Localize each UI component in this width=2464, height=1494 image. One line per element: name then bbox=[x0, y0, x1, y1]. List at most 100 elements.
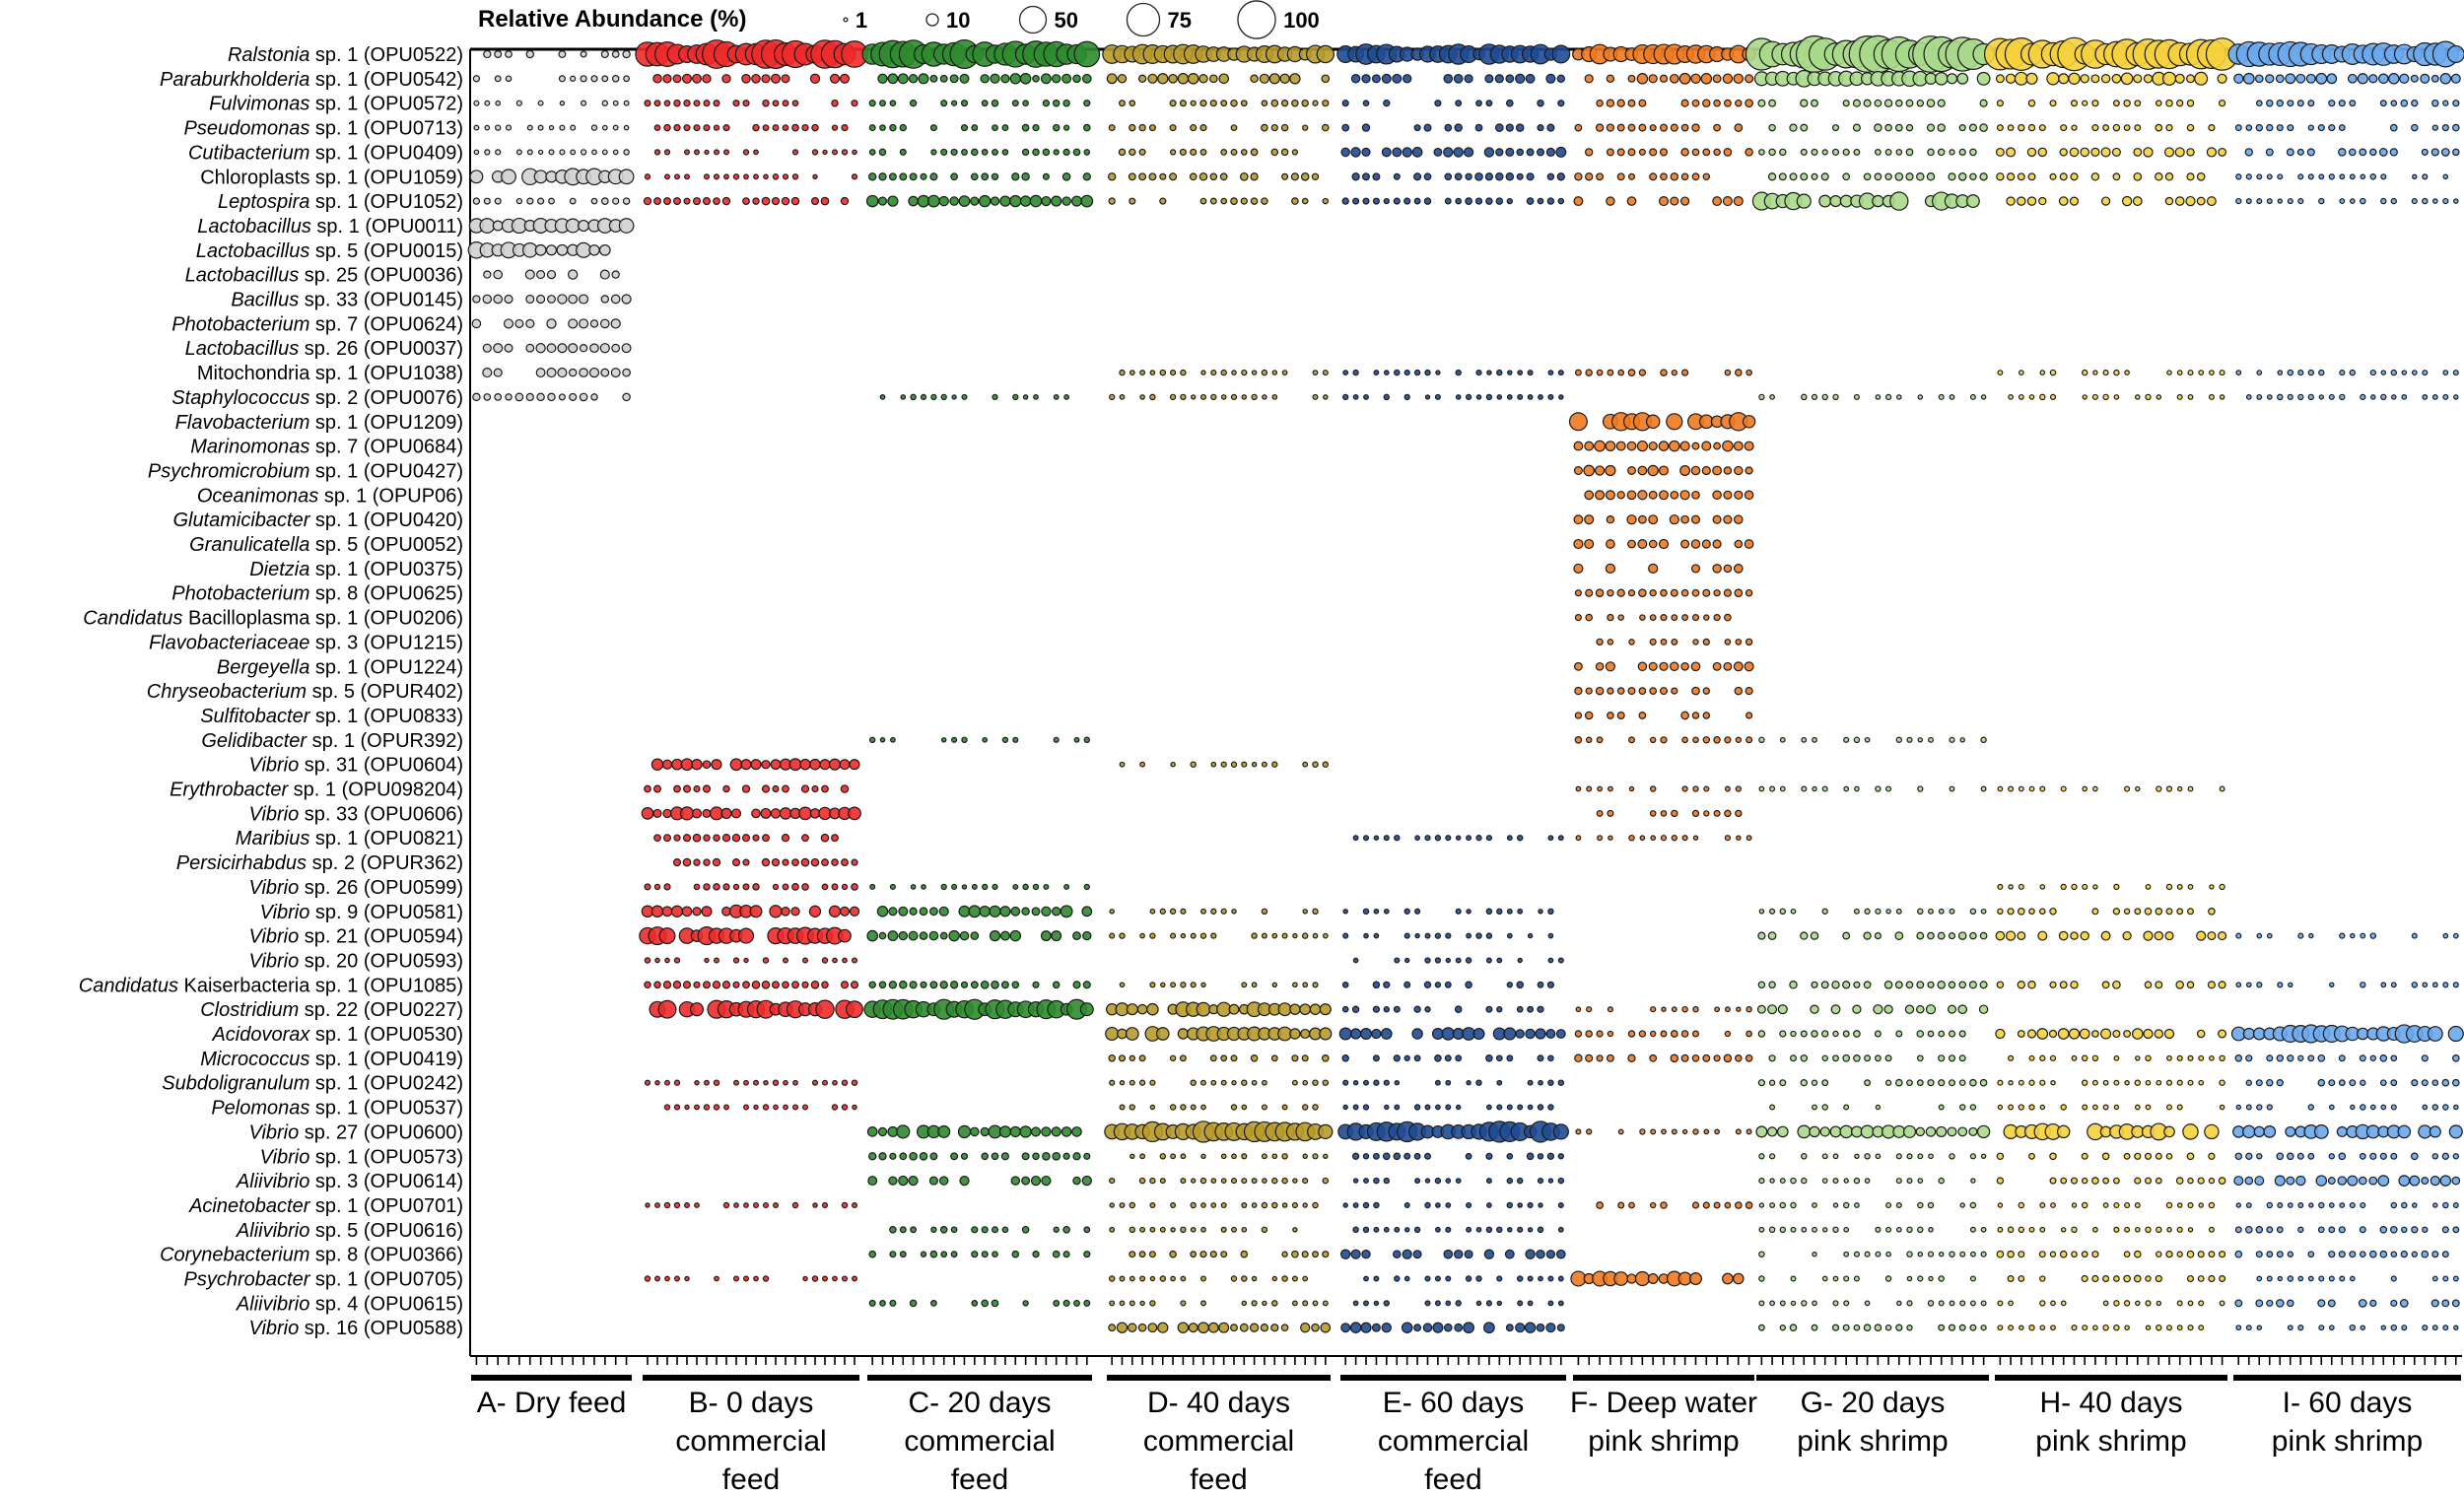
bubble-E bbox=[1505, 172, 1515, 181]
bubble-B bbox=[691, 759, 703, 771]
bubble-A bbox=[569, 392, 578, 401]
bubble-H bbox=[2102, 1300, 2109, 1307]
bubble-I bbox=[2368, 1176, 2378, 1186]
bubble-H bbox=[2092, 1324, 2098, 1331]
bubble-F bbox=[1701, 441, 1712, 451]
bubble-C bbox=[890, 736, 896, 743]
bubble-A bbox=[548, 197, 555, 205]
bubble-B bbox=[713, 834, 720, 842]
bubble-E bbox=[1403, 957, 1410, 964]
bubble-I bbox=[2380, 393, 2387, 401]
bubble-H bbox=[2008, 1079, 2014, 1086]
bubble-H bbox=[2101, 1152, 2110, 1161]
bubble-B bbox=[811, 149, 819, 156]
bubble-D bbox=[1219, 172, 1228, 181]
bubble-E bbox=[1506, 1104, 1513, 1111]
bubble-D bbox=[1209, 197, 1217, 205]
bubble-F bbox=[1573, 196, 1584, 207]
bubble-D bbox=[1230, 99, 1238, 107]
bubble-H bbox=[2018, 370, 2024, 375]
bubble-E bbox=[1434, 957, 1442, 964]
bubble-G bbox=[1904, 1004, 1915, 1014]
bubble-H bbox=[2071, 124, 2078, 131]
bubble-E bbox=[1352, 1202, 1359, 1208]
bubble-G bbox=[1757, 99, 1766, 107]
bubble-I bbox=[2422, 197, 2429, 205]
bubble-I bbox=[2255, 1299, 2264, 1308]
bubble-E bbox=[1444, 172, 1453, 181]
bubble-D bbox=[1149, 393, 1156, 401]
bubble-G bbox=[1832, 1054, 1839, 1062]
bubble-A bbox=[525, 49, 535, 59]
bubble-I bbox=[2369, 148, 2377, 157]
bubble-E bbox=[1444, 197, 1452, 205]
bubble-F bbox=[1681, 785, 1688, 792]
bubble-I bbox=[2420, 73, 2430, 84]
bubble-I bbox=[2235, 1324, 2242, 1331]
bubble-G bbox=[1906, 736, 1913, 743]
bubble-G bbox=[1800, 172, 1809, 181]
bubble-E bbox=[1503, 1027, 1517, 1041]
bubble-G bbox=[1800, 148, 1808, 156]
bubble-F bbox=[1627, 589, 1636, 597]
bubble-G bbox=[1843, 1275, 1850, 1282]
bubble-D bbox=[1289, 1003, 1301, 1015]
bubble-E bbox=[1360, 1028, 1372, 1040]
bubble-I bbox=[2447, 1025, 2464, 1043]
bubble-I bbox=[2359, 1152, 2366, 1160]
bubble-H bbox=[2113, 1275, 2120, 1282]
bubble-B bbox=[704, 1079, 710, 1086]
bubble-I bbox=[2327, 1177, 2336, 1186]
bubble-B bbox=[664, 1275, 670, 1282]
bubble-F bbox=[1702, 638, 1710, 646]
bubble-I bbox=[2442, 173, 2449, 180]
bubble-C bbox=[940, 737, 947, 743]
bubble-C bbox=[1009, 1125, 1021, 1138]
bubble-A bbox=[492, 220, 504, 232]
taxon-label: Lactobacillus sp. 1 (OPU0011) bbox=[197, 216, 463, 238]
bubble-F bbox=[1585, 736, 1593, 744]
bubble-E bbox=[1454, 1323, 1464, 1332]
bubble-F bbox=[1745, 148, 1753, 157]
bubble-G bbox=[1864, 1178, 1871, 1184]
bubble-C bbox=[1041, 195, 1052, 207]
bubble-E bbox=[1455, 197, 1463, 205]
bubble-D bbox=[1281, 370, 1288, 375]
bubble-G bbox=[1956, 72, 1969, 85]
bubble-F bbox=[1658, 538, 1670, 550]
bubble-I bbox=[2256, 370, 2263, 375]
bubble-F bbox=[1701, 539, 1711, 549]
bubble-G bbox=[1968, 1126, 1978, 1136]
bubble-E bbox=[1371, 74, 1381, 84]
bubble-I bbox=[2256, 173, 2263, 180]
bubble-F bbox=[1574, 1030, 1583, 1038]
bubble-H bbox=[2102, 1177, 2109, 1185]
bubble-E bbox=[1547, 957, 1554, 964]
bubble-D bbox=[1318, 1123, 1334, 1140]
bubble-H bbox=[2145, 1226, 2152, 1234]
bubble-D bbox=[1241, 761, 1248, 768]
bubble-I bbox=[2380, 1324, 2387, 1330]
bubble-F bbox=[1638, 99, 1647, 107]
bubble-D bbox=[1107, 172, 1117, 181]
bubble-G bbox=[1916, 172, 1925, 181]
bubble-D bbox=[1230, 124, 1238, 131]
bubble-G bbox=[1789, 1054, 1797, 1062]
bubble-H bbox=[2187, 1201, 2194, 1209]
bubble-I bbox=[2276, 1299, 2285, 1308]
bubble-I bbox=[2339, 1202, 2346, 1208]
bubble-I bbox=[2336, 1125, 2348, 1137]
bubble-H bbox=[2102, 1079, 2109, 1086]
bubble-I bbox=[2431, 1079, 2439, 1087]
bubble-C bbox=[971, 1226, 979, 1234]
bubble-I bbox=[2276, 1054, 2285, 1062]
bubble-G bbox=[1800, 1079, 1808, 1087]
bubble-B bbox=[791, 123, 799, 132]
bubble-D bbox=[1281, 932, 1288, 939]
bubble-G bbox=[1812, 785, 1817, 792]
bubble-H bbox=[2186, 172, 2195, 181]
bubble-D bbox=[1251, 1079, 1258, 1086]
bubble-E bbox=[1547, 1104, 1554, 1111]
bubble-C bbox=[1019, 195, 1032, 207]
bubble-H bbox=[2124, 1226, 2131, 1233]
